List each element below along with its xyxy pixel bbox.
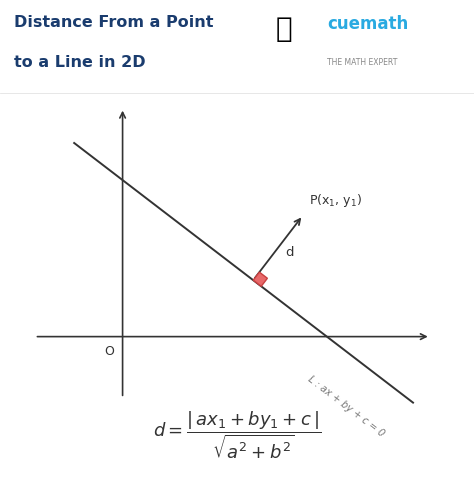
Text: THE MATH EXPERT: THE MATH EXPERT xyxy=(327,58,397,67)
Text: Distance From a Point: Distance From a Point xyxy=(14,15,214,30)
Text: O: O xyxy=(104,345,114,358)
Polygon shape xyxy=(253,272,267,286)
Text: P(x$_1$, y$_1$): P(x$_1$, y$_1$) xyxy=(309,192,362,209)
Text: L : ax + by + c = 0: L : ax + by + c = 0 xyxy=(306,374,386,438)
Text: $d = \dfrac{|\,ax_1 + by_1 + c\,|}{\sqrt{a^2 + b^2}}$: $d = \dfrac{|\,ax_1 + by_1 + c\,|}{\sqrt… xyxy=(153,410,321,462)
Text: to a Line in 2D: to a Line in 2D xyxy=(14,55,146,70)
Text: d: d xyxy=(285,245,294,259)
Text: 🚀: 🚀 xyxy=(276,15,293,43)
Text: cuemath: cuemath xyxy=(327,15,408,33)
